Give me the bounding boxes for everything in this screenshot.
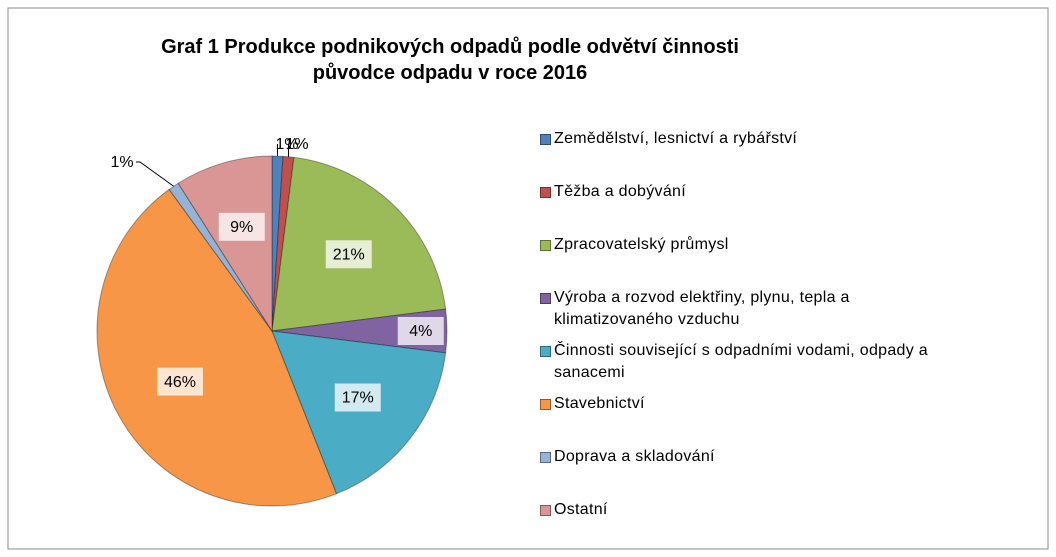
legend-item: Ostatní xyxy=(540,499,954,521)
legend-label: Doprava a skladování xyxy=(554,448,715,465)
pie-slice xyxy=(177,155,273,333)
pie-slice xyxy=(96,188,338,507)
label-box xyxy=(156,367,203,396)
pie-slice xyxy=(168,182,273,332)
chart-title: Graf 1 Produkce podnikových odpadů podle… xyxy=(161,36,739,84)
data-label: 4% xyxy=(409,323,432,340)
legend-label: Zpracovatelský průmysl xyxy=(554,236,729,253)
legend-swatch xyxy=(540,452,551,463)
legend-swatch xyxy=(540,293,551,304)
legend-swatch xyxy=(540,134,551,145)
legend-swatch xyxy=(540,187,551,198)
data-label: 1% xyxy=(110,154,133,171)
legend-item: Doprava a skladování xyxy=(540,446,954,468)
legend-swatch xyxy=(540,346,551,357)
legend-item: Zpracovatelský průmysl xyxy=(540,234,954,256)
legend-label: Stavebnictví xyxy=(554,395,645,412)
legend-item: Výroba a rozvod elektřiny, plynu, tepla … xyxy=(540,287,954,331)
legend-label: Činnosti související s odpadními vodami,… xyxy=(554,342,929,381)
data-label: 46% xyxy=(164,374,196,391)
data-label: 1% xyxy=(285,136,308,153)
legend-item: Zemědělství, lesnictví a rybářství xyxy=(540,128,954,150)
data-label: 1% xyxy=(275,136,298,153)
legend-swatch xyxy=(540,399,551,410)
legend-label: Těžba a dobývání xyxy=(554,183,686,200)
data-label: 21% xyxy=(333,246,365,263)
legend-item: Činnosti související s odpadními vodami,… xyxy=(540,340,954,384)
leader-line xyxy=(136,161,174,187)
legend-swatch xyxy=(540,505,551,516)
label-box xyxy=(325,240,372,269)
legend-item: Stavebnictví xyxy=(540,393,954,415)
pie-slice xyxy=(271,330,447,495)
legend-label: Zemědělství, lesnictví a rybářství xyxy=(554,130,798,147)
label-box xyxy=(218,212,265,241)
legend-label: Ostatní xyxy=(554,501,608,518)
legend-swatch xyxy=(540,240,551,251)
label-box xyxy=(334,383,381,412)
label-box xyxy=(397,317,444,345)
data-label: 9% xyxy=(230,219,253,236)
legend-item: Těžba a dobývání xyxy=(540,181,954,203)
legend-label: Výroba a rozvod elektřiny, plynu, tepla … xyxy=(554,289,850,328)
data-label: 17% xyxy=(342,390,374,407)
